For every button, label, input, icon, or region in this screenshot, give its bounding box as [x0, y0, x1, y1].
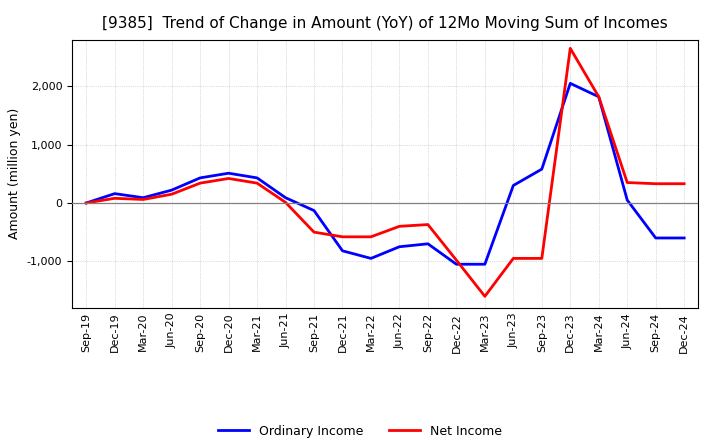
Ordinary Income: [452, 262, 461, 267]
Ordinary Income: [680, 235, 688, 241]
Net Income: [395, 224, 404, 229]
Ordinary Income: [652, 235, 660, 241]
Ordinary Income: [595, 94, 603, 99]
Y-axis label: Amount (million yen): Amount (million yen): [8, 108, 21, 239]
Net Income: [623, 180, 631, 185]
Net Income: [680, 181, 688, 187]
Ordinary Income: [167, 187, 176, 193]
Ordinary Income: [423, 241, 432, 246]
Net Income: [652, 181, 660, 187]
Net Income: [82, 200, 91, 205]
Net Income: [595, 94, 603, 99]
Net Income: [509, 256, 518, 261]
Net Income: [282, 200, 290, 205]
Ordinary Income: [537, 166, 546, 172]
Ordinary Income: [139, 195, 148, 200]
Net Income: [139, 197, 148, 202]
Ordinary Income: [225, 171, 233, 176]
Net Income: [167, 191, 176, 197]
Ordinary Income: [509, 183, 518, 188]
Line: Ordinary Income: Ordinary Income: [86, 83, 684, 264]
Ordinary Income: [480, 262, 489, 267]
Ordinary Income: [196, 175, 204, 180]
Net Income: [110, 196, 119, 201]
Ordinary Income: [566, 81, 575, 86]
Ordinary Income: [110, 191, 119, 196]
Legend: Ordinary Income, Net Income: Ordinary Income, Net Income: [213, 420, 507, 440]
Ordinary Income: [623, 198, 631, 203]
Ordinary Income: [395, 244, 404, 249]
Net Income: [537, 256, 546, 261]
Line: Net Income: Net Income: [86, 48, 684, 296]
Ordinary Income: [338, 248, 347, 253]
Net Income: [196, 180, 204, 186]
Net Income: [366, 234, 375, 239]
Net Income: [338, 234, 347, 239]
Net Income: [566, 46, 575, 51]
Net Income: [423, 222, 432, 227]
Net Income: [253, 180, 261, 186]
Ordinary Income: [82, 200, 91, 205]
Net Income: [452, 257, 461, 263]
Title: [9385]  Trend of Change in Amount (YoY) of 12Mo Moving Sum of Incomes: [9385] Trend of Change in Amount (YoY) o…: [102, 16, 668, 32]
Net Income: [225, 176, 233, 181]
Ordinary Income: [282, 195, 290, 200]
Net Income: [310, 230, 318, 235]
Ordinary Income: [366, 256, 375, 261]
Ordinary Income: [253, 175, 261, 180]
Net Income: [480, 293, 489, 299]
Ordinary Income: [310, 208, 318, 213]
